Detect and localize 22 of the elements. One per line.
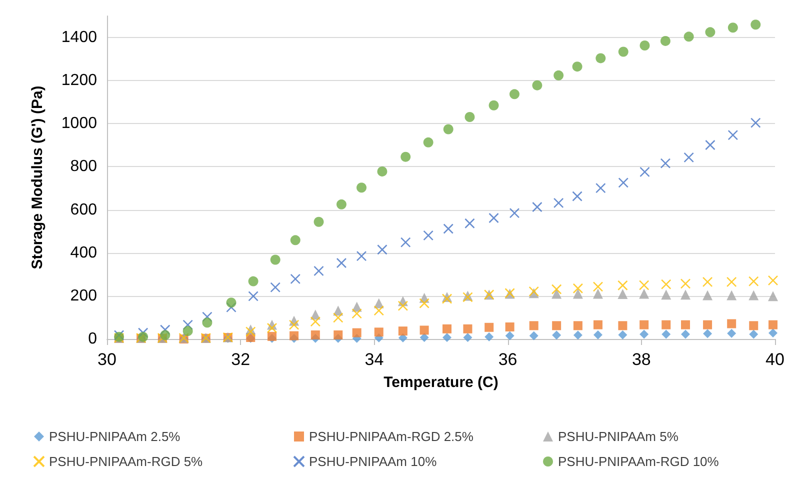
legend-label: PSHU-PNIPAAm-RGD 5% <box>49 454 204 469</box>
x-tick-label: 36 <box>498 350 518 369</box>
y-tick-label: 600 <box>70 201 98 218</box>
x-tick-label: 30 <box>98 350 116 369</box>
y-tick-label: 400 <box>70 244 98 262</box>
y-tick-label: 1400 <box>61 29 98 46</box>
legend-label: PSHU-PNIPAAm-RGD 2.5% <box>309 429 474 444</box>
y-tick-label: 800 <box>70 158 98 176</box>
legend-label: PSHU-PNIPAAm-RGD 10% <box>558 454 720 469</box>
x-tick-label: 32 <box>231 350 250 369</box>
x-axis-title: Temperature (C) <box>384 374 498 391</box>
y-tick-label: 1200 <box>61 72 98 90</box>
y-tick-label: 1000 <box>61 115 98 132</box>
y-tick-label: 0 <box>88 330 98 348</box>
y-axis-title: Storage Modulus (G') (Pa) <box>29 86 46 270</box>
x-tick-label: 34 <box>364 350 384 369</box>
legend-label: PSHU-PNIPAAm 2.5% <box>49 429 181 444</box>
legend-label: PSHU-PNIPAAm 5% <box>558 429 679 444</box>
x-tick-label: 40 <box>766 350 784 369</box>
x-tick-label: 38 <box>632 350 651 369</box>
y-tick-label: 200 <box>70 287 98 304</box>
legend-label: PSHU-PNIPAAm 10% <box>309 454 438 469</box>
